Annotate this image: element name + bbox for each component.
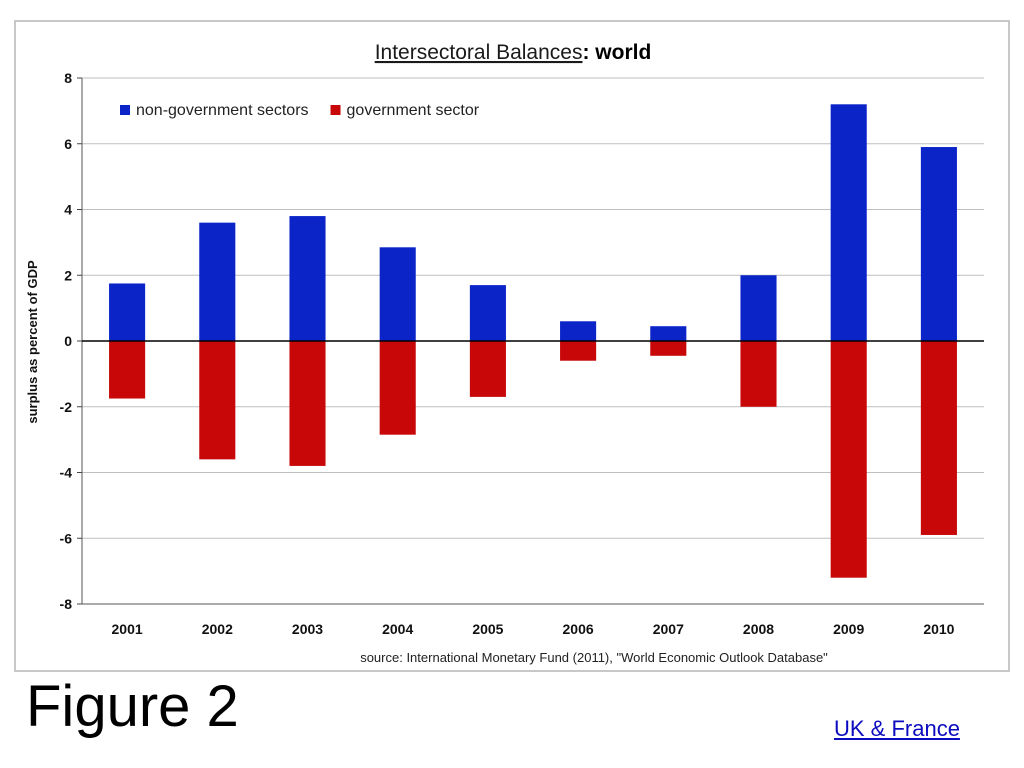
bar-non-government-2002 (199, 222, 236, 341)
y-tick-label: -2 (60, 399, 73, 415)
bar-government-2010 (920, 341, 957, 535)
bar-chart: Intersectoral Balances: world 8 6 4 2 0 -2 -4 -… (25, 41, 984, 665)
legend: non-government sectors government sector (120, 102, 480, 119)
bar-government-2008 (740, 341, 777, 407)
bar-government-2004 (379, 341, 416, 435)
bar-non-government-2005 (469, 285, 506, 341)
y-tick-label: 8 (64, 70, 72, 86)
chart-title-main: Intersectoral Balances (375, 41, 583, 64)
x-tick-label: 2008 (743, 621, 774, 637)
y-tick-label: 6 (64, 136, 72, 152)
bar-non-government-2007 (650, 326, 687, 341)
bars (109, 104, 957, 578)
bar-non-government-2009 (830, 104, 867, 341)
source-note: source: International Monetary Fund (201… (360, 650, 828, 665)
y-tick-label: -4 (60, 465, 73, 481)
legend-label: government sector (347, 102, 480, 119)
x-tick-label: 2002 (202, 621, 233, 637)
bar-non-government-2006 (560, 321, 597, 341)
x-tick-label: 2004 (382, 621, 413, 637)
x-tick-label: 2006 (563, 621, 594, 637)
chart-frame: Intersectoral Balances: world 8 6 4 2 0 -2 -4 -… (14, 20, 1010, 672)
x-tick-label: 2010 (923, 621, 954, 637)
bar-government-2009 (830, 341, 867, 578)
bar-government-2006 (560, 341, 597, 361)
legend-label: non-government sectors (136, 102, 309, 119)
chart-title: Intersectoral Balances: world (375, 41, 652, 64)
bar-non-government-2010 (920, 147, 957, 341)
x-tick-label: 2007 (653, 621, 684, 637)
chart-title-suffix: world (594, 41, 651, 64)
y-tick-label: -6 (60, 530, 73, 546)
bar-non-government-2001 (109, 283, 146, 341)
y-tick-label: 0 (64, 333, 72, 349)
y-tick-label: 2 (64, 267, 72, 283)
bar-government-2001 (109, 341, 146, 399)
legend-swatch (120, 105, 130, 115)
x-tick-label: 2001 (112, 621, 143, 637)
bar-government-2002 (199, 341, 236, 460)
bar-non-government-2003 (289, 216, 326, 341)
uk-france-link[interactable]: UK & France (834, 716, 960, 741)
legend-swatch (330, 105, 341, 115)
chart-title-colon: : (582, 41, 595, 64)
y-tick-label: 4 (64, 202, 72, 218)
bar-non-government-2008 (740, 275, 777, 341)
y-axis-label: surplus as percent of GDP (25, 260, 40, 424)
x-tick-label: 2005 (472, 621, 503, 637)
y-tick-label: -8 (60, 596, 73, 612)
x-tick-label: 2009 (833, 621, 864, 637)
bar-non-government-2004 (379, 247, 416, 341)
bar-government-2005 (469, 341, 506, 397)
axes: 8 6 4 2 0 -2 -4 -6 -8 2001 2002 2003 2004 2005 2006 200… (60, 70, 984, 637)
bar-government-2007 (650, 341, 687, 356)
bar-government-2003 (289, 341, 326, 466)
figure-caption: Figure 2 (26, 674, 239, 739)
x-tick-label: 2003 (292, 621, 323, 637)
